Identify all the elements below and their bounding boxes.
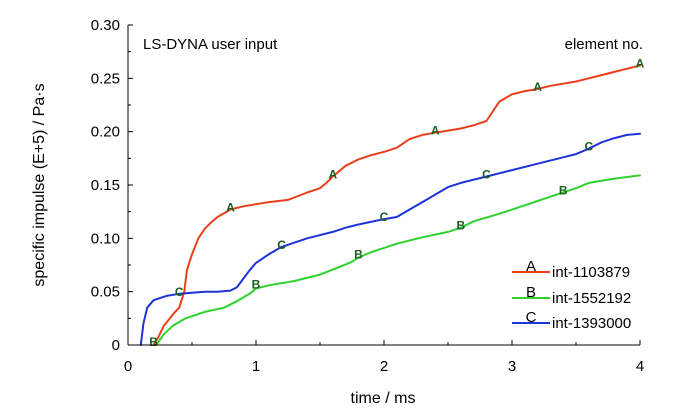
series-line-c — [139, 132, 641, 346]
y-tick-label: 0.20 — [91, 124, 120, 141]
marker-label-b: B — [354, 247, 363, 261]
annotation-element-no: element no. — [565, 36, 643, 53]
y-tick-label: 0.05 — [91, 284, 120, 301]
y-axis-title: specific impulse (E+5) / Pa·s — [31, 83, 48, 286]
marker-label-b: B — [456, 219, 465, 233]
marker-label-c: C — [175, 285, 184, 299]
y-tick-label: 0.30 — [91, 17, 120, 34]
marker-label-a: A — [226, 201, 235, 215]
x-tick-label: 2 — [380, 358, 388, 375]
x-tick-label: 0 — [124, 358, 132, 375]
marker-label-a: A — [328, 167, 337, 181]
marker-label-c: C — [380, 210, 389, 224]
marker-label-c: C — [584, 140, 593, 154]
y-tick-label: 0 — [112, 337, 120, 354]
legend-label-a: int-1103879 — [552, 264, 630, 281]
marker-label-a: A — [636, 57, 645, 71]
series-line-b — [155, 174, 641, 346]
x-tick-label: 4 — [636, 358, 644, 375]
marker-label-b: B — [252, 277, 261, 291]
legend-label-c: int-1393000 — [552, 315, 631, 332]
y-tick-label: 0.25 — [91, 70, 120, 87]
y-tick-label: 0.15 — [91, 177, 120, 194]
marker-label-b: B — [149, 335, 158, 349]
y-tick-label: 0.10 — [91, 230, 120, 247]
legend-marker-c: C — [526, 309, 537, 326]
axes: 0 0.05 0.10 0.15 0.20 0.25 0.30 0 1 2 3 4 — [91, 17, 644, 375]
x-axis-title: time / ms — [351, 390, 416, 407]
marker-label-c: C — [482, 167, 491, 181]
legend-marker-a: A — [526, 258, 536, 275]
legend-marker-b: B — [526, 284, 536, 301]
annotation-ls-dyna: LS-DYNA user input — [143, 36, 278, 53]
legend-label-b: int-1552192 — [552, 290, 631, 307]
series-line-a — [152, 64, 641, 346]
x-tick-label: 3 — [508, 358, 516, 375]
marker-label-c: C — [277, 238, 286, 252]
x-tick-label: 1 — [252, 358, 260, 375]
marker-label-a: A — [431, 124, 440, 138]
marker-label-a: A — [533, 80, 542, 94]
marker-label-b: B — [559, 183, 568, 197]
